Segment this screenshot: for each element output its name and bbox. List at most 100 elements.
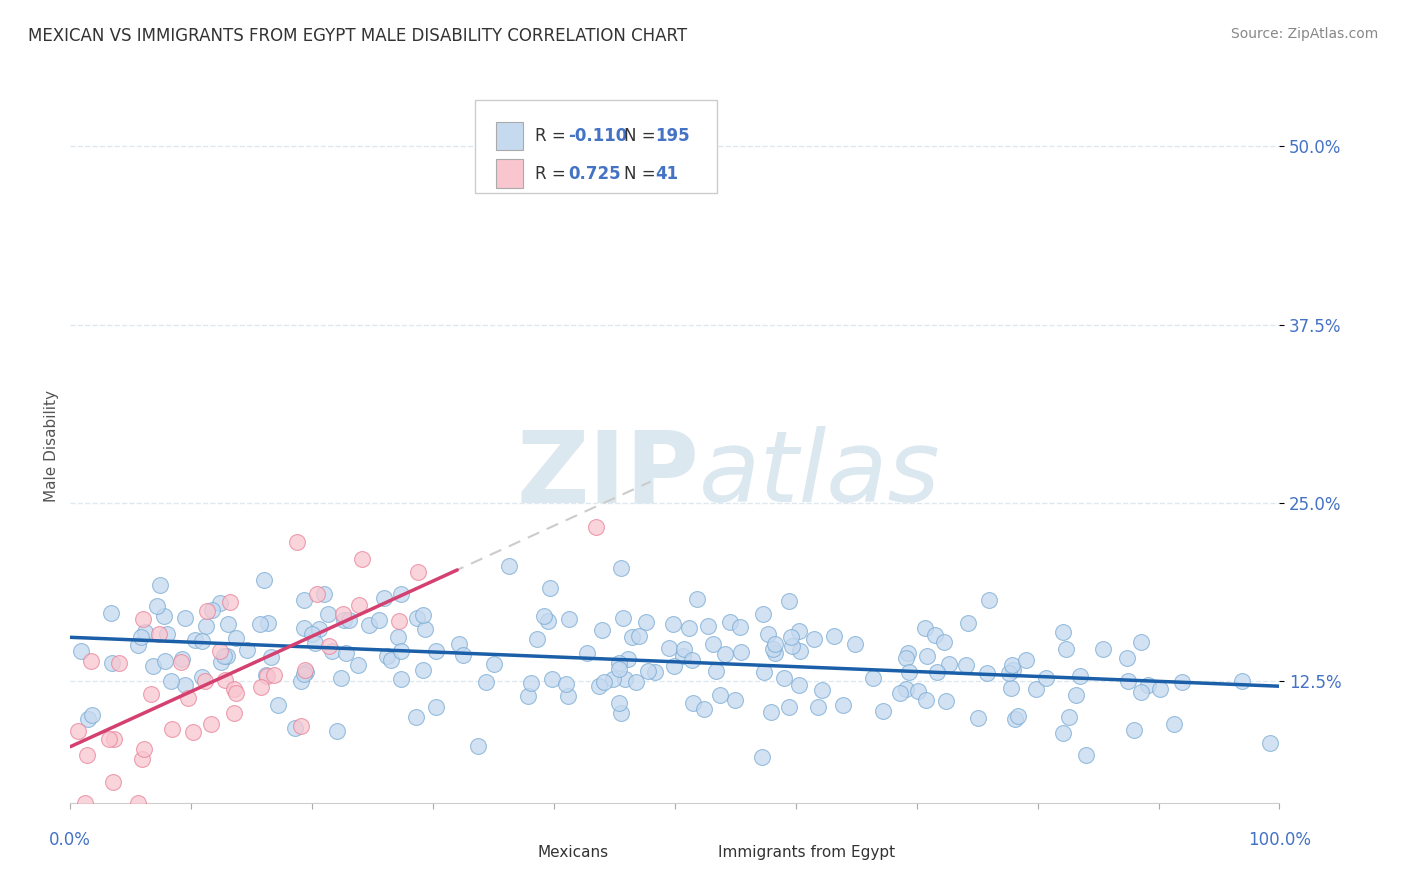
Point <box>250 680 273 694</box>
Point <box>388 614 411 628</box>
Point <box>200 717 222 731</box>
Point <box>413 622 436 636</box>
Point <box>889 686 911 700</box>
Text: Source: ZipAtlas.com: Source: ZipAtlas.com <box>1230 27 1378 41</box>
Point <box>1260 736 1282 750</box>
Text: -0.110: -0.110 <box>568 127 627 145</box>
Text: 0.0%: 0.0% <box>49 831 91 849</box>
Point <box>467 739 489 753</box>
Point <box>977 593 1000 607</box>
Point <box>225 685 247 699</box>
Point <box>190 670 212 684</box>
Point <box>76 747 98 762</box>
Point <box>751 750 773 764</box>
Point <box>389 587 412 601</box>
Point <box>75 796 97 810</box>
Point <box>337 614 360 628</box>
Point <box>380 653 402 667</box>
Point <box>789 643 811 657</box>
Point <box>915 649 938 664</box>
Text: Immigrants from Egypt: Immigrants from Egypt <box>718 846 896 860</box>
Point <box>516 689 538 703</box>
Point <box>127 639 149 653</box>
Point <box>541 672 564 686</box>
Point <box>898 665 921 680</box>
Point <box>285 534 308 549</box>
Point <box>349 598 371 612</box>
Point <box>332 607 354 621</box>
Point <box>1004 712 1026 726</box>
Point <box>762 642 785 657</box>
Point <box>526 632 548 647</box>
Point <box>149 578 172 592</box>
Point <box>263 667 285 681</box>
Point <box>756 627 779 641</box>
Point <box>557 612 579 626</box>
Point <box>914 621 936 635</box>
Point <box>614 673 637 687</box>
Point <box>811 682 834 697</box>
Point <box>593 674 616 689</box>
Point <box>773 671 796 685</box>
Point <box>181 724 204 739</box>
Point <box>260 649 283 664</box>
Text: Mexicans: Mexicans <box>537 846 609 860</box>
Point <box>693 702 716 716</box>
Text: 195: 195 <box>655 127 690 145</box>
Point <box>294 665 316 680</box>
Point <box>1001 663 1024 677</box>
Point <box>305 587 328 601</box>
Point <box>662 658 685 673</box>
Point <box>98 731 121 746</box>
Point <box>325 723 347 738</box>
Point <box>321 644 343 658</box>
Point <box>316 607 339 621</box>
FancyBboxPatch shape <box>496 160 523 188</box>
Point <box>484 657 506 672</box>
Point <box>1123 723 1146 737</box>
Point <box>292 593 315 607</box>
Point <box>174 678 197 692</box>
Point <box>195 604 218 618</box>
Point <box>617 652 640 666</box>
Point <box>787 678 810 692</box>
Point <box>129 630 152 644</box>
Point <box>588 679 610 693</box>
Point <box>256 615 278 630</box>
Point <box>141 687 163 701</box>
Point <box>925 665 948 680</box>
Point <box>932 635 955 649</box>
FancyBboxPatch shape <box>475 100 717 193</box>
Point <box>894 650 917 665</box>
Point <box>1137 678 1160 692</box>
Point <box>103 731 125 746</box>
Point <box>702 636 724 650</box>
Point <box>447 637 470 651</box>
Text: ZIP: ZIP <box>516 426 699 523</box>
Point <box>314 587 336 601</box>
Point <box>844 638 866 652</box>
Y-axis label: Male Disability: Male Disability <box>44 390 59 502</box>
Point <box>222 706 245 721</box>
Point <box>787 624 810 638</box>
Point <box>318 639 340 653</box>
Point <box>357 617 380 632</box>
Point <box>967 710 990 724</box>
Point <box>896 682 918 697</box>
Point <box>177 691 200 706</box>
Point <box>236 643 259 657</box>
Point <box>832 698 855 712</box>
Point <box>101 656 124 670</box>
Point <box>673 642 696 657</box>
Text: 100.0%: 100.0% <box>1249 831 1310 849</box>
Point <box>678 621 700 635</box>
Point <box>346 657 368 672</box>
Point <box>533 608 555 623</box>
Point <box>127 796 149 810</box>
Point <box>425 644 447 658</box>
Point <box>938 657 960 671</box>
Point <box>575 646 598 660</box>
Point <box>156 627 179 641</box>
Point <box>778 700 800 714</box>
Point <box>195 619 218 633</box>
